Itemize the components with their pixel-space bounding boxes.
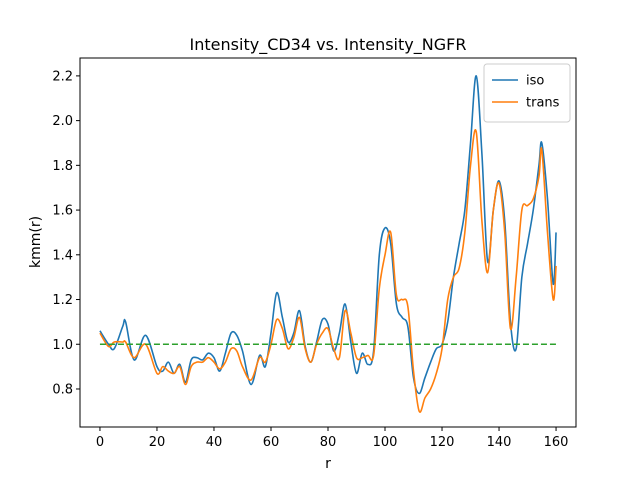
y-tick-label: 2.2 (52, 69, 73, 84)
legend-box (483, 63, 571, 123)
legend: iso trans (483, 63, 571, 123)
y-axis: 0.8 1.0 1.2 1.4 1.6 1.8 2.0 2.2 (52, 69, 80, 397)
legend-label-trans: trans (526, 96, 560, 111)
x-tick-label: 160 (544, 435, 569, 450)
y-tick-label: 1.2 (52, 293, 73, 308)
x-axis-label: r (325, 456, 331, 472)
y-tick-label: 0.8 (52, 382, 73, 397)
x-axis: 0 20 40 60 80 100 120 140 160 (96, 427, 569, 450)
x-tick-label: 20 (149, 435, 166, 450)
legend-label-iso: iso (526, 74, 544, 89)
y-axis-label: kmm(r) (28, 216, 44, 268)
y-tick-label: 2.0 (52, 114, 73, 129)
y-tick-label: 1.6 (52, 204, 73, 219)
x-tick-label: 60 (263, 435, 280, 450)
x-tick-label: 80 (320, 435, 337, 450)
x-tick-label: 0 (96, 435, 104, 450)
y-tick-label: 1.0 (52, 338, 73, 353)
x-tick-label: 40 (206, 435, 223, 450)
chart-title: Intensity_CD34 vs. Intensity_NGFR (190, 35, 467, 55)
x-tick-label: 100 (373, 435, 398, 450)
x-tick-label: 120 (430, 435, 455, 450)
series-layer (99, 75, 557, 414)
y-tick-label: 1.8 (52, 159, 73, 174)
series-line-iso (99, 75, 557, 395)
x-tick-label: 140 (487, 435, 512, 450)
y-tick-label: 1.4 (52, 248, 73, 263)
series-line-trans (99, 129, 557, 414)
